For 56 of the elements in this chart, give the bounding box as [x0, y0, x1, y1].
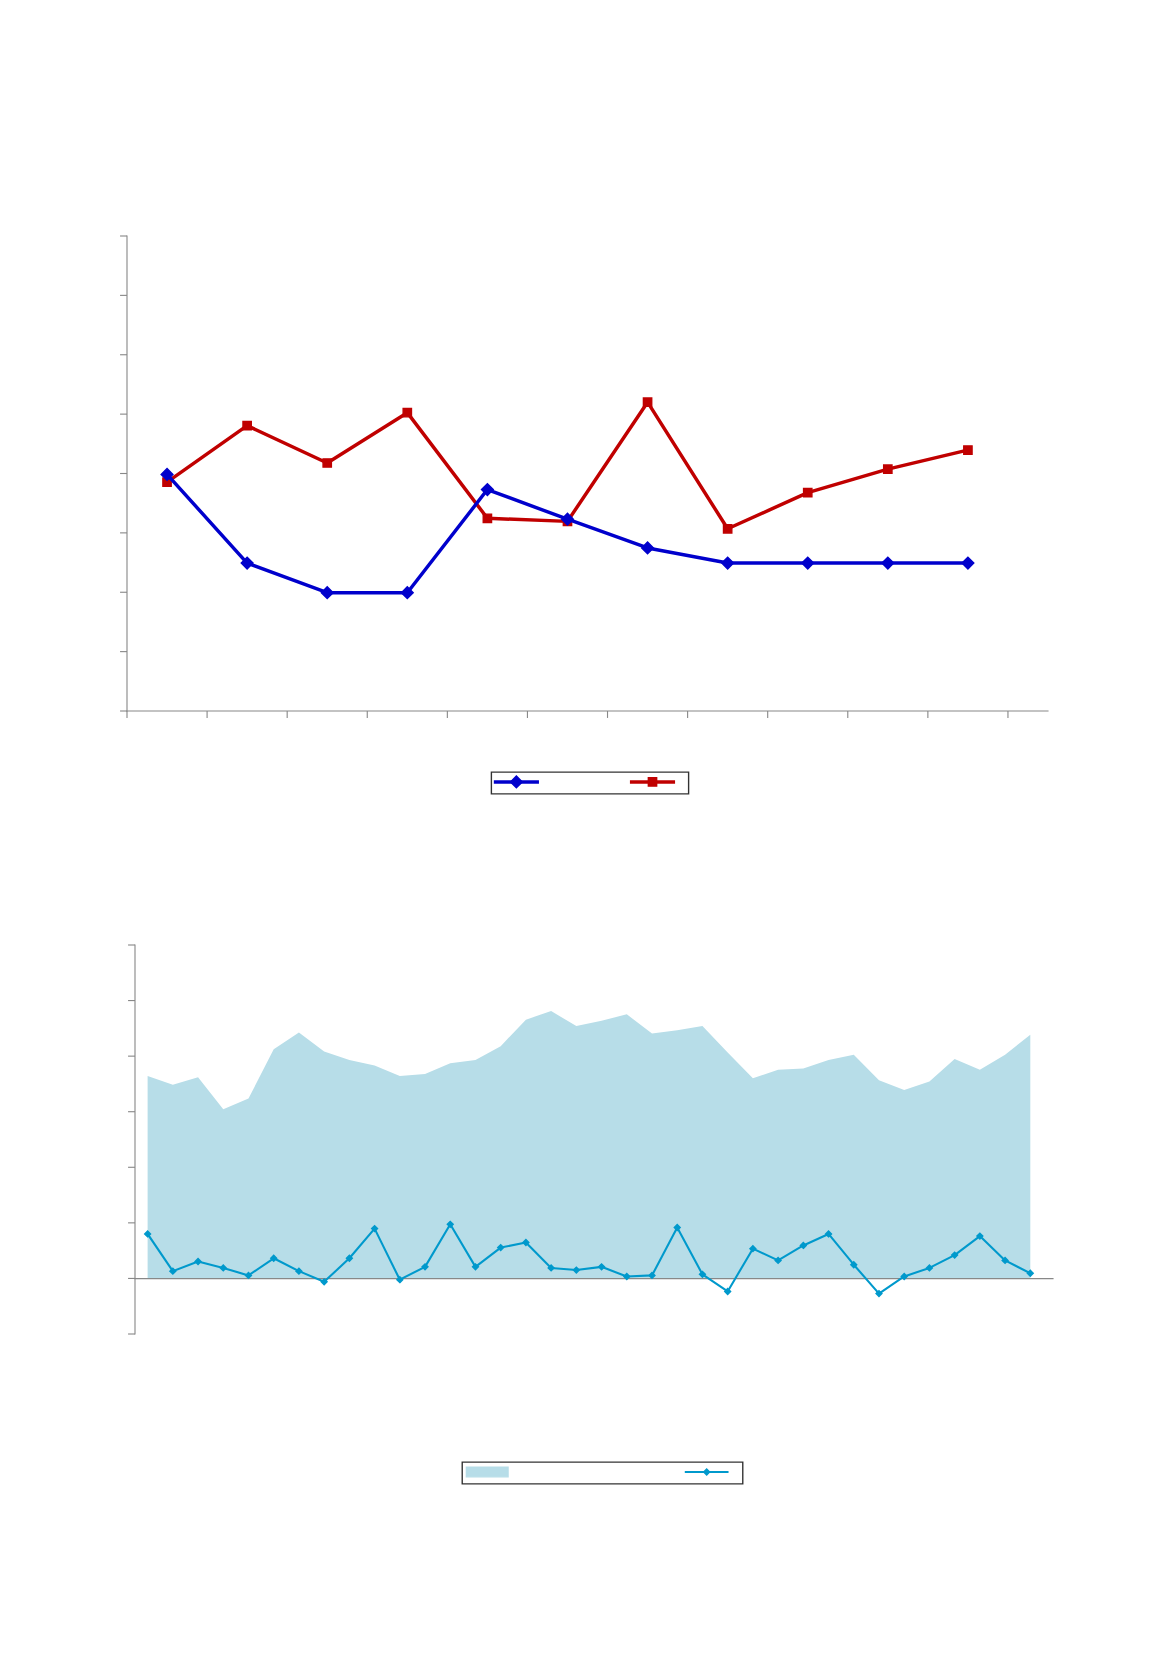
point — [900, 1272, 908, 1281]
point — [240, 556, 254, 570]
point — [396, 1276, 404, 1284]
point — [547, 1264, 555, 1272]
point — [572, 1266, 580, 1274]
point — [295, 1267, 303, 1275]
point — [673, 1223, 681, 1232]
point — [850, 1261, 858, 1269]
point — [497, 1243, 505, 1252]
point — [721, 556, 735, 570]
point — [951, 1251, 959, 1259]
point — [480, 482, 494, 497]
point — [882, 464, 893, 475]
point — [482, 513, 493, 524]
point — [219, 1264, 227, 1272]
point — [597, 1263, 606, 1271]
point — [976, 1232, 984, 1240]
point — [320, 586, 334, 600]
point — [345, 1254, 354, 1262]
point — [402, 407, 413, 418]
point — [724, 1287, 732, 1296]
point — [802, 487, 813, 498]
point — [421, 1263, 429, 1271]
point — [749, 1245, 757, 1253]
point — [522, 1238, 530, 1247]
point — [1001, 1256, 1009, 1265]
point — [801, 556, 815, 570]
point — [698, 1270, 707, 1278]
point — [925, 1264, 934, 1272]
point — [961, 556, 975, 570]
point — [143, 1230, 152, 1238]
point — [824, 1230, 833, 1238]
point — [648, 1271, 656, 1280]
point — [270, 1254, 278, 1262]
point — [875, 1289, 883, 1298]
point — [242, 420, 252, 431]
point — [642, 397, 653, 408]
point — [160, 467, 174, 482]
point — [881, 556, 895, 570]
point — [320, 1278, 328, 1286]
point — [722, 523, 733, 534]
point — [640, 541, 655, 555]
point — [774, 1256, 782, 1265]
point — [322, 458, 333, 468]
point — [471, 1263, 480, 1271]
point — [446, 1220, 454, 1228]
point — [560, 512, 575, 526]
point — [623, 1272, 631, 1281]
point — [244, 1271, 253, 1280]
point — [400, 586, 414, 600]
point — [169, 1267, 177, 1275]
point — [194, 1257, 202, 1266]
point — [1026, 1269, 1034, 1277]
point — [963, 445, 973, 455]
point — [799, 1241, 807, 1250]
point — [370, 1224, 379, 1233]
